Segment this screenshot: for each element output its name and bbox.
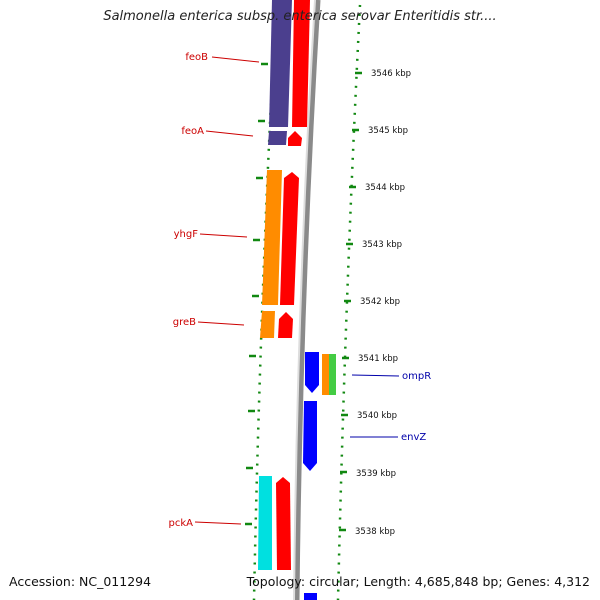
kbp-label: 3545 kbp [368, 126, 408, 136]
gene-envZ-block[interactable] [303, 401, 317, 471]
kbp-label: 3542 kbp [360, 297, 400, 307]
gene-ompR-blue [305, 352, 319, 393]
gene-yhgF-orange [262, 170, 282, 305]
right-tick-track [336, 4, 362, 600]
kbp-label: 3544 kbp [365, 183, 405, 193]
gene-feoA-purple [268, 131, 287, 145]
kbp-label: 3540 kbp [357, 411, 397, 421]
kbp-label: 3543 kbp [362, 240, 402, 250]
gene-ompR-green [329, 354, 336, 395]
gene-feoB-purple [269, 0, 292, 127]
accession-text: Accession: NC_011294 [9, 574, 152, 589]
gene-feoB-red [292, 0, 310, 127]
gene-feoA-red [288, 131, 302, 146]
gene-label-feoB: feoB [185, 52, 208, 63]
gene-yhgF-block[interactable] [262, 170, 299, 305]
gene-ompR-block[interactable] [305, 352, 336, 395]
gene-pckA-cyan [258, 476, 272, 570]
bottom-gene-fragment [304, 593, 317, 600]
gene-label-envZ: envZ [401, 432, 426, 443]
gene-label-pckA: pckA [169, 518, 194, 529]
kbp-label: 3538 kbp [355, 527, 395, 537]
right-gene-labels: ompR envZ [350, 371, 431, 443]
map-title: Salmonella enterica subsp. enterica sero… [103, 9, 497, 24]
genome-backbone [294, 0, 321, 600]
kbp-label: 3539 kbp [356, 469, 396, 479]
backbone-highlight [293, 0, 316, 600]
kbp-labels: 3546 kbp 3545 kbp 3544 kbp 3543 kbp 3542… [355, 69, 411, 537]
gene-label-ompR: ompR [402, 371, 431, 382]
gene-pckA-block[interactable] [258, 476, 291, 570]
gene-label-feoA: feoA [181, 126, 204, 137]
topology-text: Topology: circular; Length: 4,685,848 bp… [246, 574, 590, 589]
gene-label-greB: greB [173, 317, 196, 328]
gene-greB-red [278, 312, 293, 338]
gene-feoB-block[interactable] [269, 0, 310, 127]
gene-greB-block[interactable] [260, 311, 293, 338]
gene-pckA-red [276, 477, 291, 570]
gene-envZ-blue [303, 401, 317, 471]
gene-feoA-block[interactable] [268, 131, 302, 146]
gene-ompR-orange [322, 354, 329, 395]
major-ticks [245, 62, 362, 532]
kbp-label: 3541 kbp [358, 354, 398, 364]
kbp-label: 3546 kbp [371, 69, 411, 79]
gene-greB-orange [260, 311, 275, 338]
gene-yhgF-red [280, 172, 299, 305]
left-gene-labels: feoB feoA yhgF greB pckA [169, 52, 260, 529]
gene-label-yhgF: yhgF [174, 229, 199, 240]
